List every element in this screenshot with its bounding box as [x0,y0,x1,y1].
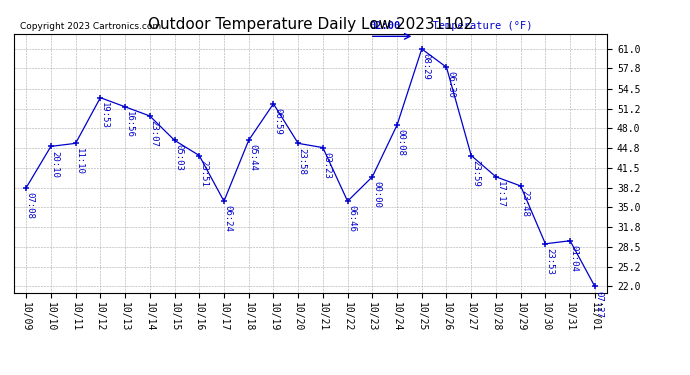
Text: 11:10: 11:10 [75,147,84,174]
Text: 05:44: 05:44 [248,144,257,171]
Text: 23:59: 23:59 [471,160,480,186]
Text: 06:24: 06:24 [224,206,233,232]
Text: 08:29: 08:29 [422,53,431,80]
Text: 23:58: 23:58 [298,147,307,174]
Text: 16:56: 16:56 [125,111,134,138]
Text: 23:53: 23:53 [545,248,554,275]
Text: 06:30: 06:30 [446,71,455,98]
Text: 17:17: 17:17 [495,181,504,208]
Text: 20:10: 20:10 [50,150,59,177]
Text: 06:46: 06:46 [347,206,356,232]
Text: Temperature (°F): Temperature (°F) [420,21,533,31]
Text: 19:53: 19:53 [100,102,109,129]
Text: 23:48: 23:48 [520,190,529,217]
Text: Copyright 2023 Cartronics.com: Copyright 2023 Cartronics.com [20,22,161,31]
Text: 01:04: 01:04 [570,245,579,272]
Text: 23:51: 23:51 [199,160,208,186]
Text: 23:07: 23:07 [150,120,159,147]
Text: 00:08: 00:08 [397,129,406,156]
Text: 03:23: 03:23 [322,152,331,178]
Text: 07:27: 07:27 [595,291,604,318]
Text: 06:59: 06:59 [273,108,282,135]
Text: 05:03: 05:03 [174,144,183,171]
Text: 07:08: 07:08 [26,192,34,219]
Text: Outdoor Temperature Daily Low 20231102: Outdoor Temperature Daily Low 20231102 [148,17,473,32]
Text: 02:00: 02:00 [370,21,401,31]
Text: 00:00: 00:00 [372,181,381,208]
